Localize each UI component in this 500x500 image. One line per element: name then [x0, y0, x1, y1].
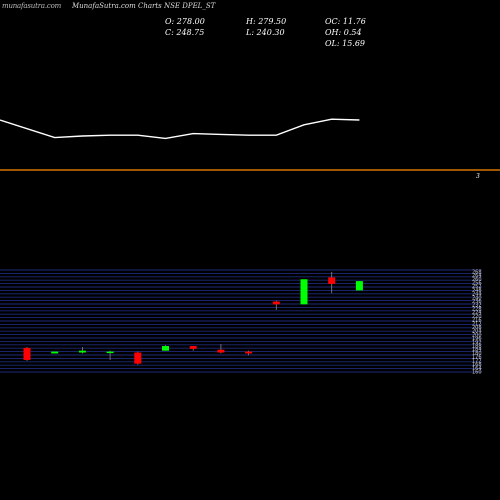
price-tick-label: 188 [472, 344, 482, 350]
candle-body [245, 351, 253, 354]
price-tick-label: 224 [472, 310, 482, 316]
price-tick-label: 164 [472, 366, 482, 372]
price-tick-label: 212 [472, 321, 482, 327]
candle-body [300, 279, 308, 305]
chart-title: MunafaSutra.com Charts NSE DPEL_ST [72, 2, 216, 10]
price-tick-label: 248 [472, 288, 482, 294]
price-tick-label: 180 [472, 351, 482, 357]
watermark: munafasutra.com [2, 2, 62, 10]
price-tick-label: 176 [472, 355, 482, 361]
price-tick-label: 184 [472, 347, 482, 353]
candle-body [134, 352, 142, 364]
stat-ol: OL: 15.69 [325, 39, 366, 48]
stat-close: C: 248.75 [165, 28, 205, 37]
price-tick-label: 192 [472, 340, 482, 346]
candle-body [355, 281, 363, 291]
price-tick-label: 236 [472, 299, 482, 305]
price-tick-label: 260 [472, 277, 482, 283]
price-tick-label: 264 [472, 273, 482, 279]
stat-oc: OC: 11.76 [325, 17, 366, 26]
stat-high: H: 279.50 [246, 17, 287, 26]
candle-body [328, 277, 336, 284]
price-tick-label: 240 [472, 295, 482, 301]
price-tick-label: 268 [472, 269, 482, 275]
price-tick-label: 196 [472, 336, 482, 342]
price-grid [0, 269, 482, 373]
price-tick-labels: 1601641681721761801841881921962002042082… [472, 269, 482, 375]
price-tick-label: 228 [472, 306, 482, 312]
price-tick-label: 204 [472, 329, 482, 335]
candle-body [162, 346, 169, 351]
price-tick-label: 232 [472, 303, 482, 309]
price-tick-label: 160 [472, 370, 482, 376]
candle-body [78, 350, 86, 353]
indicator-pane [0, 118, 360, 140]
price-tick-label: 200 [472, 332, 482, 338]
price-tick-label: 252 [472, 284, 482, 290]
price-tick-label: 256 [472, 281, 482, 287]
price-tick-label: 208 [472, 325, 482, 331]
price-tick-label: 216 [472, 318, 482, 324]
candles [23, 271, 363, 365]
price-tick-label: 168 [472, 362, 482, 368]
price-tick-label: 244 [472, 292, 482, 298]
stat-open: O: 278.00 [165, 17, 205, 26]
stat-oh: OH: 0.54 [325, 28, 362, 37]
price-tick-label: 172 [472, 358, 482, 364]
candle-body [51, 351, 59, 354]
indicator-line [0, 118, 360, 140]
candle-body [217, 349, 225, 353]
candle-body [23, 347, 31, 360]
candle-body [106, 351, 114, 354]
price-tick-label: 220 [472, 314, 482, 320]
candle-body [272, 301, 280, 305]
candle-body [189, 346, 197, 349]
indicator-right-label: 3 [476, 173, 480, 180]
stat-low: L: 240.30 [246, 28, 285, 37]
